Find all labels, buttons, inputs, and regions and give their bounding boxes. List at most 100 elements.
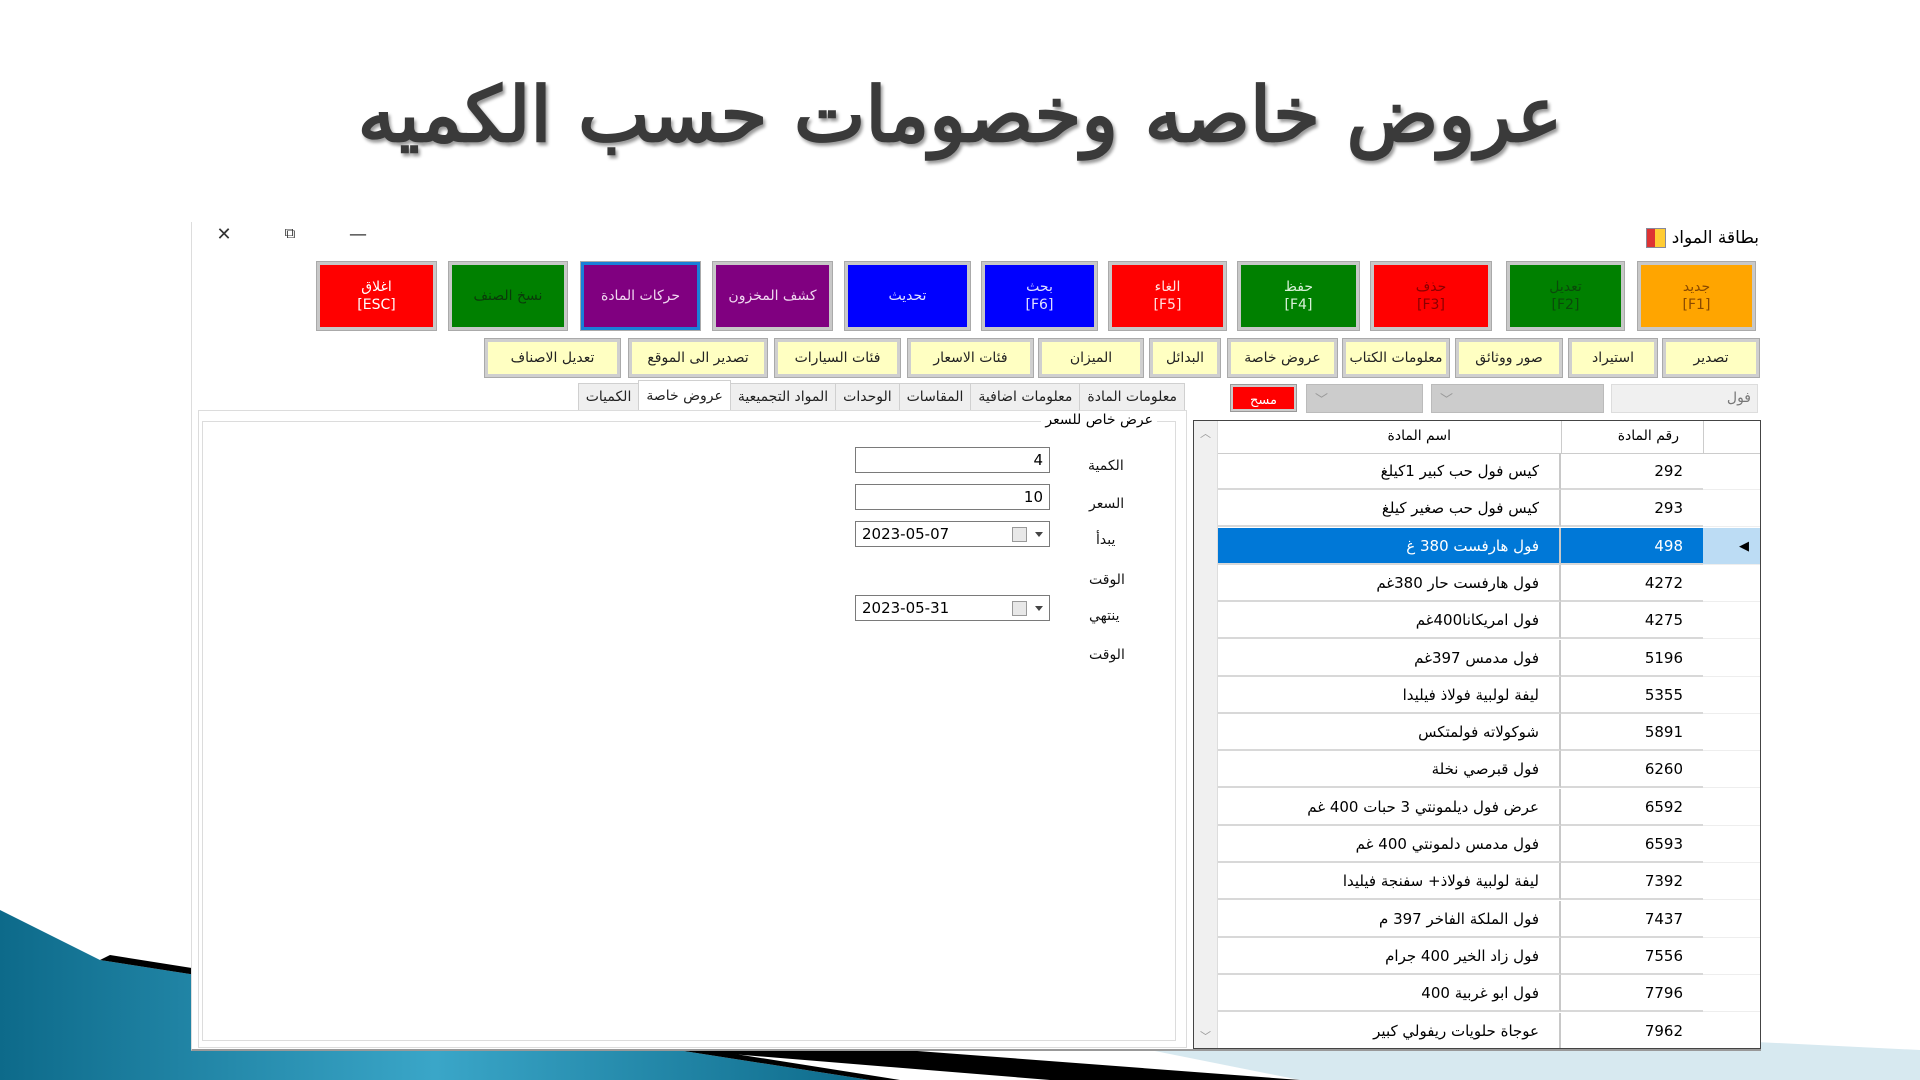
table-row[interactable]: فول الملكة الفاخر 397 م 7437 [1194,900,1760,938]
secondary-button-5[interactable]: البدائل [1149,338,1221,378]
dropdown-arrow-icon [1035,532,1043,537]
tab-2[interactable]: المقاسات [898,383,972,410]
cell-code: 7962 [1561,1013,1703,1048]
cell-code: 6260 [1561,751,1703,789]
secondary-button-10[interactable]: تعديل الاصناف [484,338,621,378]
table-row[interactable]: فول ابو غربية 400 7796 [1194,975,1760,1013]
cell-name: فول قبرصي نخلة [1218,751,1561,789]
table-row[interactable]: فول امريكانا400غم 4275 [1194,602,1760,640]
row-header[interactable] [1703,863,1760,901]
button-shortcut: [F5] [1153,297,1182,313]
cell-name: عوجاة حلويات ريفولي كبير [1218,1012,1561,1048]
table-row[interactable]: فول مدمس 397غم 5196 [1194,639,1760,677]
row-header[interactable] [1703,490,1760,528]
tab-0[interactable]: معلومات المادة [1079,383,1185,410]
table-row[interactable]: شوكولاته فولمتكس 5891 [1194,714,1760,752]
scroll-up-icon[interactable]: ︿ [1200,427,1211,440]
toolbar-button-0[interactable]: جديد [F1] [1637,261,1756,331]
table-row[interactable]: كيس فول حب كبير 1كيلغ 292 [1194,453,1760,490]
cell-name: فول ابو غربية 400 [1218,975,1561,1013]
row-header[interactable] [1703,901,1760,938]
toolbar-button-5[interactable]: بحث [F6] [981,261,1098,331]
toolbar-button-6[interactable]: تحديث [844,261,971,331]
toolbar-button-2[interactable]: حذف [F3] [1370,261,1492,331]
row-header[interactable]: ◀ [1703,527,1760,565]
secondary-button-0[interactable]: تصدير [1662,338,1760,378]
row-header[interactable] [1703,640,1760,677]
cell-name: ليفة لولبية فولاذ فيليدا [1218,676,1561,714]
row-header[interactable] [1703,677,1760,714]
toolbar-button-9[interactable]: نسخ الصنف [448,261,568,331]
tab-4[interactable]: المواد التجميعية [729,383,837,410]
cell-code: 498 [1561,527,1703,565]
secondary-button-2[interactable]: صور ووثائق [1455,338,1563,378]
toolbar-button-10[interactable]: اغلاق [ESC] [316,261,437,331]
cell-code: 7556 [1561,938,1703,975]
secondary-button-8[interactable]: فئات السيارات [774,338,901,378]
button-shortcut: [F4] [1284,297,1313,313]
secondary-button-4[interactable]: عروض خاصة [1227,338,1338,378]
restore-window-button[interactable]: ⧉ [284,224,296,242]
row-header[interactable] [1703,975,1760,1013]
toolbar-button-1[interactable]: تعديل [F2] [1506,261,1625,331]
start-date-label: يبدأ [1096,532,1116,548]
special-price-group: عرض خاص للسعر الكمية 4 السعر 10 يبدأ 202… [202,412,1176,1041]
table-row[interactable]: كيس فول حب صغير كيلغ 293 [1194,490,1760,528]
table-row[interactable]: فول هارفست حار 380غم 4272 [1194,564,1760,602]
close-window-button[interactable]: ✕ [216,224,232,245]
row-header-corner [1703,421,1760,454]
toolbar-button-3[interactable]: حفظ [F4] [1237,261,1360,331]
scroll-down-icon[interactable]: ﹀ [1200,1030,1211,1043]
quantity-input[interactable]: 4 [855,447,1050,473]
toolbar-button-8[interactable]: حركات المادة [580,261,701,331]
filter-combo-1[interactable]: ﹀ [1306,384,1423,413]
table-row[interactable]: عوجاة حلويات ريفولي كبير 7962 [1194,1012,1760,1049]
row-header[interactable] [1703,751,1760,789]
column-header-name[interactable]: اسم المادة [1218,421,1562,454]
table-row[interactable]: ليفة لولبية فولاذ+ سفنجة فيليدا 7392 [1194,863,1760,901]
table-row[interactable]: فول مدمس دلمونتي 400 غم 6593 [1194,826,1760,863]
minimize-window-button[interactable]: — [349,224,367,245]
tab-6[interactable]: الكميات [577,383,640,410]
secondary-button-3[interactable]: معلومات الكتاب [1342,338,1450,378]
secondary-button-1[interactable]: استيراد [1568,338,1658,378]
row-header[interactable] [1703,938,1760,975]
secondary-button-6[interactable]: الميزان [1038,338,1144,378]
row-header[interactable] [1703,714,1760,752]
row-header[interactable] [1703,565,1760,602]
tab-5[interactable]: عروض خاصة [638,380,731,410]
row-header[interactable] [1703,789,1760,826]
cell-code: 7796 [1561,975,1703,1013]
end-date-picker[interactable]: 2023-05-31 [855,595,1050,621]
toolbar-button-4[interactable]: الغاء [F5] [1108,261,1227,331]
button-label: حركات المادة [600,288,681,304]
toolbar-button-7[interactable]: كشف المخزون [712,261,833,331]
search-input[interactable]: فول [1611,384,1758,413]
start-date-value: 2023-05-07 [862,525,950,543]
cell-name: عرض فول ديلمونتي 3 حبات 400 غم [1218,788,1561,826]
cell-code: 4275 [1561,602,1703,640]
column-header-code[interactable]: رقم المادة [1561,421,1704,454]
tab-1[interactable]: معلومات اضافية [970,383,1081,410]
price-label: السعر [1089,496,1125,512]
table-row[interactable]: ليفة لولبية فولاذ فيليدا 5355 [1194,676,1760,714]
button-label: كشف المخزون [728,288,817,304]
row-header[interactable] [1703,1013,1760,1049]
tab-3[interactable]: الوحدات [835,383,900,410]
price-input[interactable]: 10 [855,484,1050,510]
filter-combo-2[interactable]: ﹀ [1431,384,1604,413]
vertical-scrollbar[interactable]: ︿ ﹀ [1194,421,1218,1048]
table-row[interactable]: فول هارفست 380 غ 498 ◀ [1194,527,1760,565]
start-date-picker[interactable]: 2023-05-07 [855,521,1050,547]
secondary-button-9[interactable]: تصدير الى الموقع [628,338,768,378]
table-row[interactable]: فول قبرصي نخلة 6260 [1194,751,1760,789]
table-row[interactable]: فول زاد الخير 400 جرام 7556 [1194,937,1760,975]
secondary-button-7[interactable]: فئات الاسعار [907,338,1034,378]
row-header[interactable] [1703,453,1760,490]
row-header[interactable] [1703,826,1760,863]
button-label: حذف [1415,279,1447,295]
clear-filter-button[interactable]: مسح [1230,384,1297,412]
special-offers-panel: عرض خاص للسعر الكمية 4 السعر 10 يبدأ 202… [198,410,1187,1048]
row-header[interactable] [1703,602,1760,640]
table-row[interactable]: عرض فول ديلمونتي 3 حبات 400 غم 6592 [1194,788,1760,826]
